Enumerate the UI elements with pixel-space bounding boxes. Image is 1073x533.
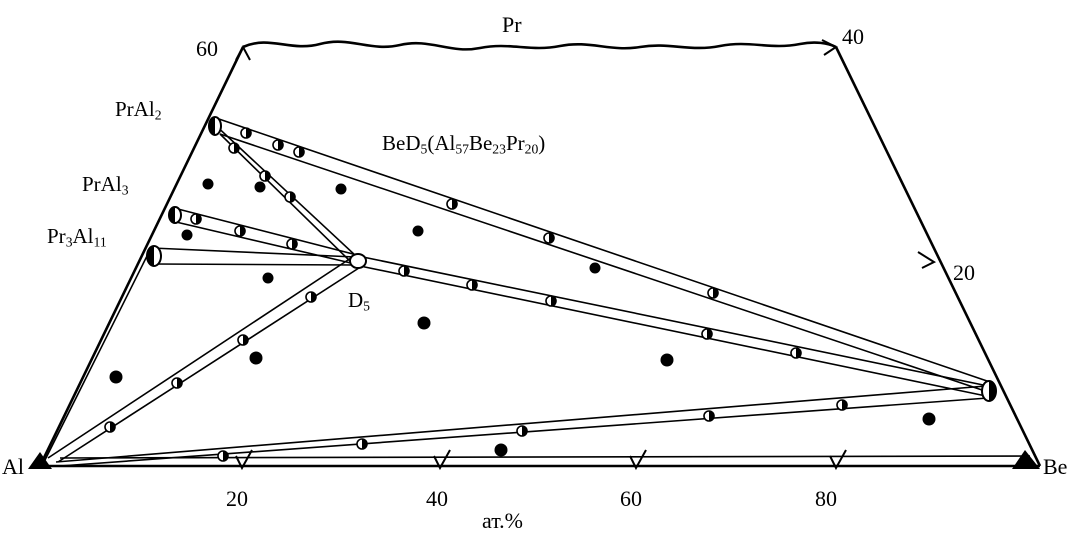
half-filled-sample-circle-fill [110, 422, 115, 432]
node-pral2 [208, 116, 222, 136]
half-filled-sample-circle-fill [223, 451, 228, 461]
bottom-axis-tick-60: 60 [620, 486, 642, 511]
bottom-axis-tick-20: 20 [226, 486, 248, 511]
sample-dot [660, 353, 674, 367]
sample-dot [589, 262, 601, 274]
half-filled-sample-circle-fill [243, 335, 248, 345]
half-filled-sample-circle-fill [404, 266, 409, 276]
sample-dot [335, 183, 347, 195]
sample-dot [202, 178, 214, 190]
half-filled-sample-circle-fill [551, 296, 556, 306]
half-filled-sample-circle-fill [278, 140, 283, 150]
phase-label-d5: D5 [348, 288, 370, 314]
half-filled-sample-circle-fill [246, 128, 251, 138]
half-filled-sample-circle-fill [290, 192, 295, 202]
bottom-axis-tick-80: 80 [815, 486, 837, 511]
tie-line-bands [43, 117, 1031, 467]
broken-top-edge [242, 40, 837, 51]
band-d5-be-a [357, 255, 989, 387]
half-filled-sample-circle-fill [549, 233, 554, 243]
band-pral2-be-b [219, 133, 989, 393]
band-pral2-be-a [215, 117, 991, 383]
band-bottom-a [59, 455, 1031, 459]
bottom-axis-tick-40: 40 [426, 486, 448, 511]
half-filled-sample-circle-fill [796, 348, 801, 358]
phase-nodes [28, 116, 1040, 469]
sample-dot [922, 412, 936, 426]
corner-label-al: Al [2, 454, 24, 479]
band-al-pr3al11-a [43, 249, 151, 463]
half-filled-sample-circle-fill [842, 400, 847, 410]
axis-tick-marks [235, 39, 937, 471]
two-phase-sample-points [104, 127, 848, 462]
sample-dot [412, 225, 424, 237]
half-filled-sample-circle-fill [311, 292, 316, 302]
band-pr3al11-d5-b [153, 263, 356, 266]
half-filled-sample-circle-fill [522, 426, 527, 436]
sample-dot [249, 351, 263, 365]
edge-pr-be [834, 46, 1042, 467]
node-pral3 [168, 206, 182, 224]
sample-dot [262, 272, 274, 284]
band-pral3-d5-b [175, 221, 356, 265]
half-filled-sample-circle-fill [472, 280, 477, 290]
phase-label-pral2: PrAl2 [115, 97, 162, 123]
half-filled-sample-circle-fill [292, 239, 297, 249]
band-d5-be-b [359, 265, 987, 397]
corner-label-be: Be [1043, 454, 1068, 479]
tick-mark-bottom-20 [235, 449, 253, 471]
half-filled-sample-circle-fill [362, 439, 367, 449]
half-filled-sample-circle-fill [177, 378, 182, 388]
three-phase-sample-points [109, 178, 936, 457]
left-axis-tick-60: 60 [196, 36, 218, 61]
phase-label-pr3al11: Pr3Al11 [47, 224, 107, 250]
half-filled-sample-circle-fill [240, 226, 245, 236]
half-filled-sample-circle-fill [452, 199, 457, 209]
sample-dot [494, 443, 508, 457]
phase-label-pral3: PrAl3 [82, 172, 129, 198]
band-al-be-a [55, 385, 987, 463]
edge-al-pr [38, 46, 245, 467]
band-al-d5-a [47, 255, 355, 459]
node-al-corner [28, 452, 52, 469]
half-filled-sample-circle-fill [234, 143, 239, 153]
right-axis-tick-20: 20 [953, 260, 975, 285]
sample-dot [417, 316, 431, 330]
half-filled-sample-circle-fill [299, 147, 304, 157]
corner-label-pr: Pr [502, 12, 522, 37]
node-d5 [349, 253, 367, 269]
tick-mark-right-20 [917, 251, 937, 269]
node-be-corner [1012, 450, 1040, 469]
phase-label-bed5: BeD5(Al57Be23Pr20) [382, 131, 546, 157]
sample-dot [109, 370, 123, 384]
half-filled-sample-circle-fill [709, 411, 714, 421]
sample-dot [254, 181, 266, 193]
tick-mark-bottom-40 [433, 449, 451, 471]
half-filled-sample-circle-fill [713, 288, 718, 298]
half-filled-sample-circle-fill [707, 329, 712, 339]
bottom-axis-unit: ат.% [482, 508, 523, 533]
half-filled-sample-circle-fill [196, 214, 201, 224]
half-filled-sample-circle-fill [265, 171, 270, 181]
node-pr3al11 [146, 245, 162, 267]
tick-mark-left-60 [235, 44, 251, 61]
right-axis-tick-40: 40 [842, 24, 864, 49]
tick-mark-right-40 [821, 39, 838, 56]
band-pr3al11-d5-a [151, 247, 356, 258]
node-be-solution [981, 380, 997, 402]
sample-dot [181, 229, 193, 241]
band-pral3-d5-a [173, 207, 358, 256]
triangle-frame [38, 40, 1042, 468]
